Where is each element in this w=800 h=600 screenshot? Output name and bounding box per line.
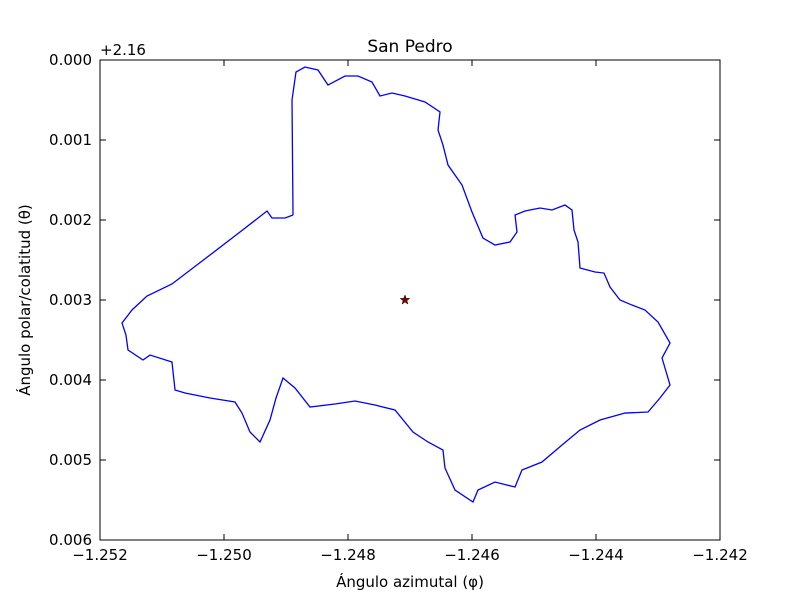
y-tick-label: 0.004 <box>49 371 92 389</box>
y-tick-label: 0.001 <box>49 131 92 149</box>
y-tick-label: 0.000 <box>49 51 92 69</box>
x-tick-label: −1.244 <box>568 546 624 564</box>
x-tick-label: −1.242 <box>692 546 748 564</box>
center-marker <box>399 294 411 305</box>
x-tick-label: −1.246 <box>444 546 500 564</box>
y-tick-label: 0.005 <box>49 451 92 469</box>
y-tick-label: 0.006 <box>49 531 92 549</box>
x-tick-label: −1.252 <box>72 546 128 564</box>
x-tick-label: −1.250 <box>196 546 252 564</box>
y-tick-label: 0.003 <box>49 291 92 309</box>
x-tick-label: −1.248 <box>320 546 376 564</box>
x-axis-label: Ángulo azimutal (φ) <box>336 572 484 591</box>
y-axis-label: Ángulo polar/colatitud (θ) <box>15 204 34 396</box>
axes-frame <box>99 59 721 541</box>
chart-title: San Pedro <box>367 37 452 57</box>
y-tick-label: 0.002 <box>49 211 92 229</box>
y-offset-text: +2.16 <box>100 41 146 59</box>
outline-line <box>121 66 671 503</box>
